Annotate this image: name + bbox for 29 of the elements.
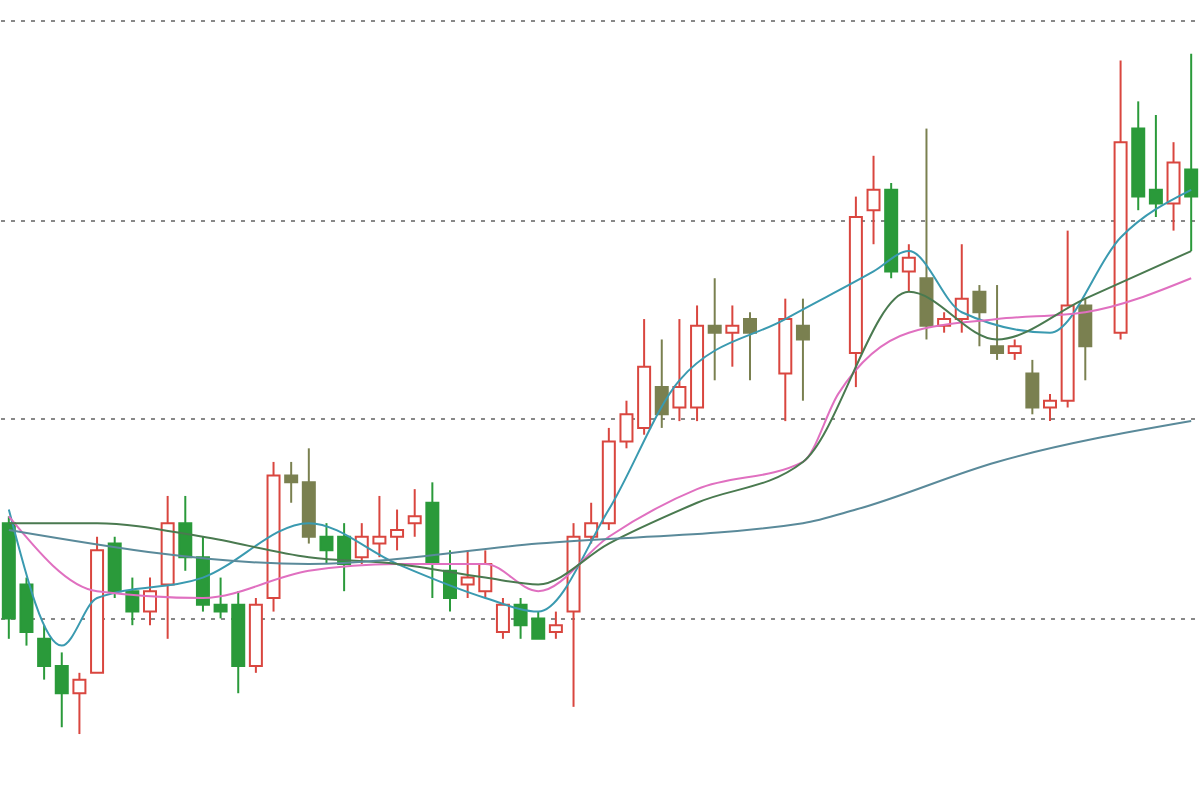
candlestick	[125, 576, 140, 627]
candlestick	[143, 576, 157, 627]
candlestick	[725, 304, 740, 368]
candlestick	[72, 671, 87, 736]
candlestick	[37, 624, 52, 681]
candlestick	[284, 460, 299, 504]
candlestick	[1078, 297, 1093, 382]
candlestick	[495, 596, 510, 640]
candlestick	[1043, 392, 1057, 423]
candlestick	[1184, 52, 1199, 253]
candlestick	[901, 243, 916, 293]
candlestick	[919, 127, 934, 341]
candlestick	[972, 284, 987, 348]
candlestick	[54, 651, 69, 729]
candlestick	[319, 522, 334, 565]
candlestick	[390, 508, 405, 552]
candlestick	[795, 297, 810, 402]
candlestick	[1007, 338, 1022, 361]
candlestick	[743, 311, 757, 382]
candlestick	[407, 488, 422, 538]
candlestick	[548, 610, 563, 640]
candlestick	[1166, 141, 1181, 232]
candlestick	[866, 154, 881, 246]
candlestick	[707, 277, 722, 382]
candlestick	[672, 318, 687, 423]
candlestick	[990, 284, 1005, 361]
candlestick	[107, 535, 122, 599]
candlestick	[1148, 113, 1163, 219]
candlestick	[1025, 358, 1040, 416]
